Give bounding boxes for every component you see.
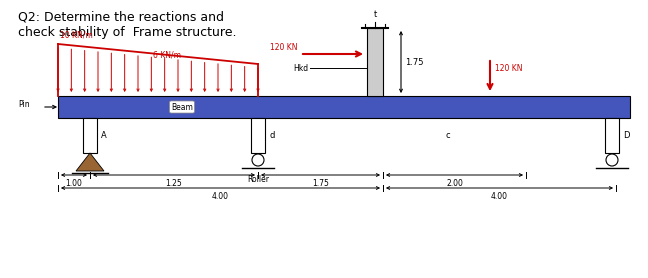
Text: t: t <box>373 10 376 19</box>
Bar <box>58 96 630 118</box>
Text: D: D <box>623 131 629 140</box>
Text: Roller: Roller <box>247 175 269 184</box>
Text: Hkd: Hkd <box>293 63 308 73</box>
Bar <box>83 118 97 153</box>
Text: c: c <box>445 131 450 140</box>
Bar <box>367 28 383 96</box>
Text: 2.00: 2.00 <box>446 179 463 188</box>
Circle shape <box>606 154 618 166</box>
Text: check stability of  Frame structure.: check stability of Frame structure. <box>18 26 237 39</box>
Text: 4.00: 4.00 <box>212 192 229 201</box>
Text: 120 KN: 120 KN <box>270 43 297 52</box>
Polygon shape <box>76 153 104 171</box>
Text: d: d <box>269 131 274 140</box>
Text: Pin: Pin <box>18 100 30 108</box>
Text: 4.00: 4.00 <box>491 192 508 201</box>
Text: 1.75: 1.75 <box>312 179 329 188</box>
Bar <box>605 118 619 153</box>
Circle shape <box>252 154 264 166</box>
Text: Q2: Determine the reactions and: Q2: Determine the reactions and <box>18 10 224 23</box>
Text: 1.25: 1.25 <box>166 179 182 188</box>
Text: 6 KN/m: 6 KN/m <box>153 50 181 59</box>
Text: 10 KN/m: 10 KN/m <box>60 30 93 39</box>
Text: 1.00: 1.00 <box>65 179 82 188</box>
Text: A: A <box>101 131 107 140</box>
Text: 1.75: 1.75 <box>405 58 424 66</box>
Text: Beam: Beam <box>171 103 193 111</box>
Text: 120 KN: 120 KN <box>495 63 522 73</box>
Bar <box>251 118 265 153</box>
